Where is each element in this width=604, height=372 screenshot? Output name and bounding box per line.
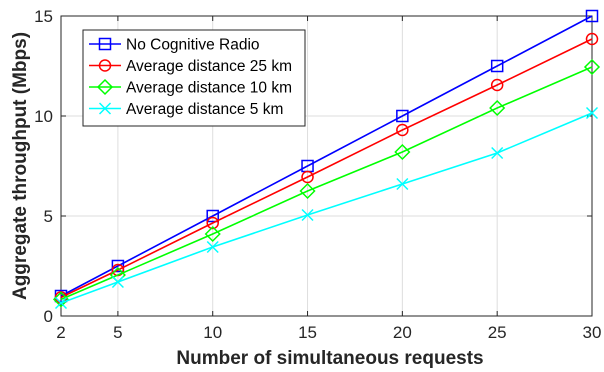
- x-tick-label: 30: [583, 323, 602, 342]
- plot-area-frame: [60, 15, 593, 317]
- data-point-circle: [206, 216, 219, 230]
- y-tick-label: 0: [44, 307, 53, 326]
- data-point-circle: [585, 32, 599, 46]
- data-series: [52, 9, 601, 310]
- x-tick-label: 15: [298, 323, 317, 342]
- series-line: [60, 15, 593, 297]
- y-tick-label: 15: [34, 7, 53, 26]
- data-point-square: [111, 259, 125, 273]
- legend-box: [82, 29, 306, 127]
- data-point-diamond: [394, 143, 411, 161]
- x-tick-label: 20: [393, 323, 412, 342]
- data-point-x: [206, 240, 219, 254]
- data-point-diamond: [583, 58, 601, 76]
- legend-marker-diamond: [96, 78, 114, 96]
- legend: No Cognitive Radio Average distance 25 km…: [82, 29, 306, 127]
- data-point-diamond: [204, 225, 221, 243]
- y-tick-label: 10: [34, 107, 53, 126]
- legend-item: Average distance 10 km: [89, 78, 292, 97]
- series-square: [54, 9, 599, 303]
- data-point-circle: [396, 123, 409, 137]
- data-point-x: [396, 177, 409, 191]
- legend-item: Average distance 25 km: [89, 58, 292, 75]
- data-point-diamond: [299, 182, 316, 200]
- x-tick-label: 25: [488, 323, 507, 342]
- data-point-diamond: [489, 99, 506, 117]
- legend-label: Average distance 25 km: [126, 58, 292, 75]
- data-point-diamond: [52, 291, 70, 308]
- legend-marker-square: [98, 37, 112, 51]
- legend-item: No Cognitive Radio: [89, 37, 260, 54]
- series-line: [60, 66, 593, 301]
- data-point-x: [585, 106, 599, 120]
- data-point-square: [396, 109, 409, 123]
- data-point-square: [585, 9, 599, 23]
- y-axis-label: Aggregate throughput (Mbps): [10, 32, 31, 300]
- data-point-x: [491, 146, 504, 160]
- data-point-circle: [301, 170, 314, 184]
- series-line: [60, 38, 593, 299]
- series-x: [54, 106, 599, 310]
- series-diamond: [52, 58, 601, 308]
- x-axis-label: Number of simultaneous requests: [176, 348, 483, 369]
- y-tick-label: 5: [44, 207, 53, 226]
- legend-marker-x: [98, 102, 112, 115]
- x-tick-label: 5: [113, 323, 122, 342]
- data-point-x: [54, 296, 68, 310]
- data-point-x: [111, 275, 124, 289]
- series-line: [60, 112, 593, 304]
- x-tick-label: 10: [203, 323, 222, 342]
- legend-item: Average distance 5 km: [89, 101, 283, 118]
- data-point-square: [490, 59, 504, 73]
- legend-label: Average distance 10 km: [126, 80, 292, 97]
- data-point-x: [301, 208, 314, 222]
- legend-label: Average distance 5 km: [126, 101, 283, 118]
- legend-marker-circle: [98, 59, 112, 72]
- legend-label: No Cognitive Radio: [126, 37, 260, 54]
- x-tick-label: 2: [56, 323, 65, 342]
- data-point-circle: [490, 78, 504, 92]
- data-point-square: [206, 209, 219, 223]
